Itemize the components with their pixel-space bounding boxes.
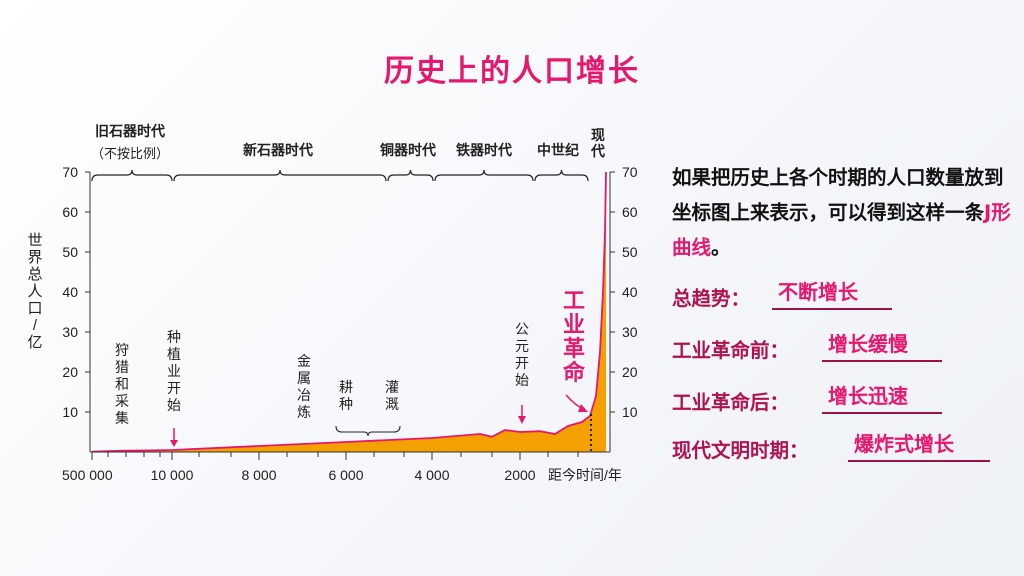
y-tick-label: 20 — [622, 364, 638, 380]
event-annotation: 种 — [339, 396, 353, 412]
event-annotation: 金 — [297, 353, 311, 369]
event-annotation: 始 — [167, 397, 181, 413]
event-annotation: 业 — [167, 363, 181, 379]
event-annotation: 采 — [115, 393, 129, 409]
era-label: 现 — [591, 127, 605, 143]
description-highlight: J形曲线 — [672, 201, 1011, 259]
arrow-agriculture-head — [170, 440, 178, 447]
industrial-revolution-label: 革 — [563, 336, 585, 361]
event-annotation: 溉 — [385, 396, 399, 412]
qa-before-label: 工业革命前： — [672, 339, 790, 362]
qa-after-label: 工业革命后： — [672, 391, 790, 414]
y-tick-label: 70 — [62, 164, 78, 180]
event-annotation: 种 — [167, 329, 181, 345]
description-text: 如果把历史上各个时期的人口数量放到坐标图上来表示，可以得到这样一条 — [672, 166, 1004, 224]
event-annotation: 集 — [115, 410, 129, 426]
y-tick-label: 40 — [62, 284, 78, 300]
event-annotation: 公 — [515, 321, 529, 337]
population-chart: 10 10 20 20 30 30 40 40 50 50 60 60 70 70 500 000 10 00… — [27, 123, 638, 483]
y-tick-label: 20 — [62, 364, 78, 380]
qa-trend-answer: 不断增长 — [778, 280, 858, 304]
industrial-revolution-label: 工 — [563, 288, 585, 313]
event-annotation: 炼 — [297, 404, 311, 420]
event-annotation: 灌 — [385, 379, 399, 395]
era-label: 新石器时代 — [243, 142, 313, 158]
era-label: 代 — [590, 143, 605, 159]
y-tick-label: 50 — [622, 244, 638, 260]
x-axis-title: 距今时间/年 — [548, 467, 622, 483]
era-label: 中世纪 — [537, 142, 579, 158]
event-annotation: 猎 — [115, 359, 129, 375]
y-tick-label: 30 — [62, 324, 78, 340]
era-brace — [534, 169, 589, 182]
era-brace — [173, 169, 387, 182]
y-tick-label: 70 — [622, 164, 638, 180]
x-tick-label: 500 000 — [62, 467, 113, 483]
description-end: 。 — [711, 236, 731, 259]
industrial-revolution-label: 业 — [563, 312, 585, 337]
era-label: 铁器时代 — [456, 142, 512, 158]
qa-trend-label: 总趋势： — [672, 287, 751, 310]
event-annotation: 和 — [115, 376, 129, 392]
y-tick-label: 30 — [622, 324, 638, 340]
y-axis-title: 世 — [27, 232, 42, 249]
event-annotation: 植 — [167, 346, 181, 362]
page-title: 历史上的人口增长 — [384, 54, 640, 89]
y-axis-title: 亿 — [27, 334, 42, 351]
description: 如果把历史上各个时期的人口数量放到坐标图上来表示，可以得到这样一条J形曲线。 — [672, 160, 1012, 265]
y-axis-title: 界 — [27, 249, 42, 266]
y-tick-label: 10 — [622, 404, 638, 420]
y-axis-title: 人 — [27, 283, 42, 300]
event-brace — [335, 425, 401, 437]
y-axis-title: 总 — [27, 266, 42, 283]
era-brace — [387, 169, 434, 182]
event-annotation: 开 — [167, 380, 181, 396]
qa-before-answer: 增长缓慢 — [828, 332, 908, 356]
y-tick-label: 40 — [622, 284, 638, 300]
era-brace — [91, 169, 173, 182]
qa-after-answer: 增长迅速 — [828, 384, 908, 408]
era-label: 旧石器时代 — [95, 123, 165, 139]
population-curve — [91, 171, 607, 453]
x-tick-label: 6 000 — [328, 467, 363, 483]
event-annotation: 开 — [515, 355, 529, 371]
industrial-revolution-label: 命 — [563, 360, 586, 385]
y-tick-label: 50 — [62, 244, 78, 260]
qa-modern-label: 现代文明时期： — [672, 439, 809, 462]
event-annotation: 属 — [297, 370, 311, 386]
x-tick-label: 8 000 — [241, 467, 276, 483]
x-tick-label: 2000 — [504, 467, 535, 483]
era-note: （不按比例） — [91, 146, 169, 161]
y-tick-label: 60 — [62, 204, 78, 220]
x-tick-label: 10 000 — [151, 467, 194, 483]
event-annotation: 狩 — [115, 342, 129, 358]
era-label: 铜器时代 — [380, 142, 436, 158]
y-axis-title: 口 — [27, 300, 42, 317]
y-axis-title: / — [33, 317, 38, 334]
qa-trend-underline — [772, 308, 892, 310]
qa-after-underline — [822, 412, 942, 414]
event-annotation: 始 — [515, 372, 529, 388]
arrow-ad-head — [518, 416, 526, 424]
qa-modern-answer: 爆炸式增长 — [854, 432, 954, 456]
era-brace — [434, 169, 534, 182]
event-annotation: 冶 — [297, 387, 311, 403]
y-tick-label: 60 — [622, 204, 638, 220]
event-annotation: 耕 — [339, 379, 353, 395]
x-tick-label: 4 000 — [414, 467, 449, 483]
qa-modern-underline — [848, 460, 990, 462]
arrow-industrial-head — [578, 404, 588, 412]
y-tick-label: 10 — [62, 404, 78, 420]
qa-before-underline — [822, 360, 942, 362]
event-annotation: 元 — [515, 338, 529, 354]
